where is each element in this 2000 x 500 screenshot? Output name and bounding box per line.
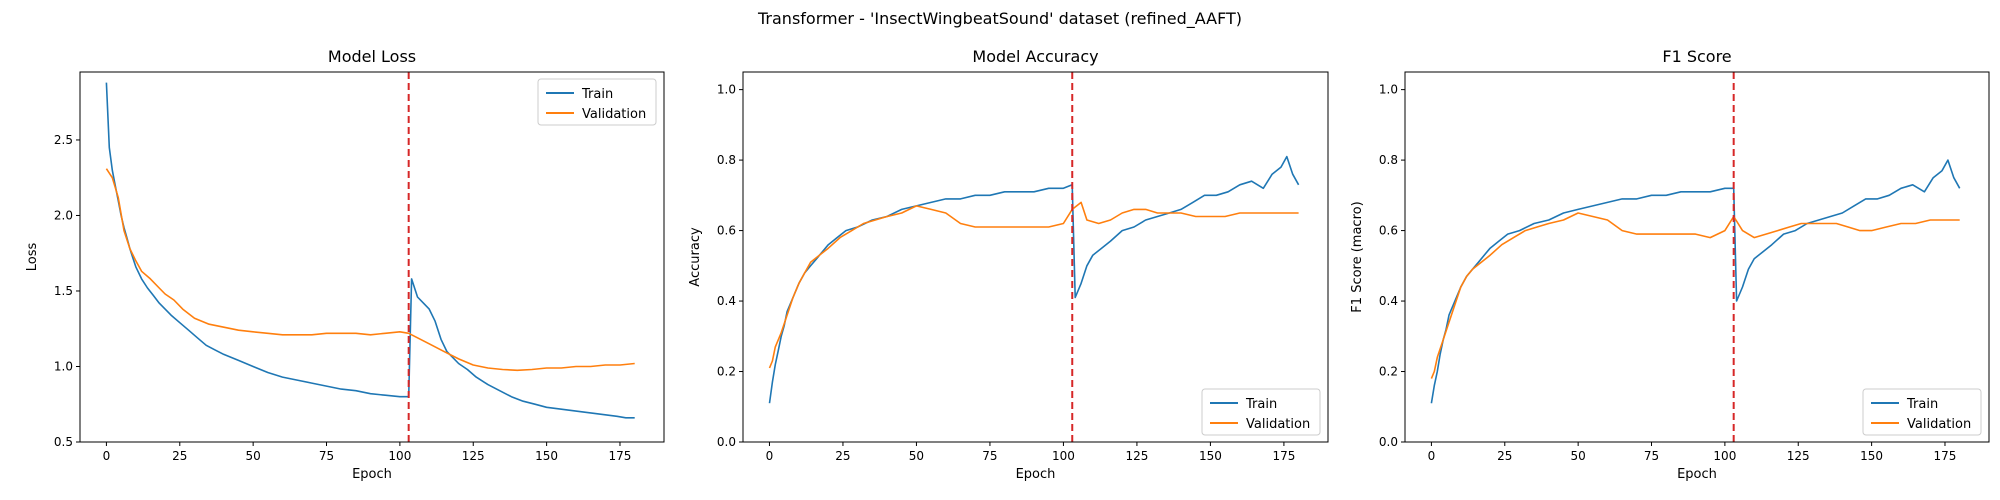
y-tick-label: 0.4	[717, 294, 736, 308]
series-line-validation	[1430, 212, 1960, 379]
plot-frame	[79, 71, 665, 443]
x-tick-label: 25	[1497, 449, 1512, 463]
x-tick-label: 50	[246, 449, 261, 463]
x-axis-label: Epoch	[1016, 467, 1056, 482]
y-tick-label: 0.0	[1379, 435, 1398, 449]
x-tick-label: 100	[1052, 449, 1075, 463]
x-tick-label: 125	[1125, 449, 1148, 463]
y-tick-label: 2.5	[54, 133, 73, 147]
accuracy-chart-panel: Model Accuracy 0 25 50 75 100 125 150 175 0.0 0.2 0…	[688, 47, 1329, 482]
legend: Train Validation	[1862, 388, 1982, 436]
y-tick-label: 0.5	[54, 435, 73, 449]
y-axis-label: F1 Score (macro)	[1350, 201, 1365, 312]
f1-chart-panel: F1 Score 0 25 50 75 100 125 150 175 0.0 0.2 0.4 0.6 0…	[1350, 47, 1990, 482]
y-tick-label: 0.8	[717, 153, 736, 167]
legend-label-train: Train	[581, 87, 613, 102]
x-tick-label: 100	[388, 449, 411, 463]
series-line-train	[105, 82, 635, 419]
x-tick-label: 0	[1428, 449, 1436, 463]
y-tick-label: 0.2	[717, 365, 736, 379]
y-tick-label: 1.0	[717, 83, 736, 97]
x-tick-label: 75	[319, 449, 334, 463]
x-tick-label: 50	[1571, 449, 1586, 463]
legend-label-validation: Validation	[1246, 417, 1310, 432]
series-line-validation	[768, 201, 1299, 369]
y-tick-label: 0.6	[717, 224, 736, 238]
chart-title: Model Accuracy	[972, 47, 1098, 66]
x-tick-label: 0	[766, 449, 774, 463]
plot-frame	[1404, 71, 1990, 443]
plot-area	[1430, 72, 1961, 442]
x-tick-label: 0	[103, 449, 111, 463]
legend-label-validation: Validation	[1907, 417, 1971, 432]
chart-title: Model Loss	[328, 47, 416, 66]
x-tick-label: 150	[1199, 449, 1222, 463]
y-axis-label: Loss	[25, 243, 40, 272]
y-tick-label: 0.8	[1379, 153, 1398, 167]
x-tick-label: 25	[172, 449, 187, 463]
y-tick-label: 1.0	[54, 359, 73, 373]
plot-area	[105, 72, 635, 442]
plot-frame	[742, 71, 1329, 443]
y-tick-label: 0.2	[1379, 365, 1398, 379]
x-tick-label: 150	[1860, 449, 1883, 463]
x-axis-label: Epoch	[1677, 467, 1717, 482]
legend: Train Validation	[1201, 388, 1321, 436]
x-tick-label: 75	[982, 449, 997, 463]
legend-label-train: Train	[1245, 397, 1277, 412]
series-line-validation	[105, 168, 635, 372]
legend-label-train: Train	[1906, 397, 1938, 412]
y-tick-label: 0.6	[1379, 224, 1398, 238]
legend: Train Validation	[537, 78, 657, 126]
x-tick-label: 25	[835, 449, 850, 463]
x-tick-label: 150	[535, 449, 558, 463]
figure-title: Transformer - 'InsectWingbeatSound' data…	[757, 9, 1242, 29]
x-axis-label: Epoch	[352, 467, 392, 482]
y-tick-label: 1.5	[54, 284, 73, 298]
y-tick-label: 0.0	[717, 435, 736, 449]
y-axis-label: Accuracy	[688, 227, 703, 287]
y-tick-label: 2.0	[54, 208, 73, 222]
y-tick-label: 0.4	[1379, 294, 1398, 308]
x-tick-label: 125	[462, 449, 485, 463]
x-tick-label: 125	[1787, 449, 1810, 463]
x-tick-label: 75	[1644, 449, 1659, 463]
x-tick-label: 175	[609, 449, 632, 463]
chart-title: F1 Score	[1662, 47, 1731, 66]
x-tick-label: 175	[1934, 449, 1957, 463]
x-tick-label: 50	[909, 449, 924, 463]
plot-area	[768, 72, 1300, 442]
legend-label-validation: Validation	[582, 107, 646, 122]
x-tick-label: 175	[1272, 449, 1295, 463]
y-tick-label: 1.0	[1379, 83, 1398, 97]
loss-chart-panel: Model Loss 0 25 50 75 100 125 150 175 0.5 1.0 1.5 2.…	[25, 47, 665, 482]
x-tick-label: 100	[1713, 449, 1736, 463]
